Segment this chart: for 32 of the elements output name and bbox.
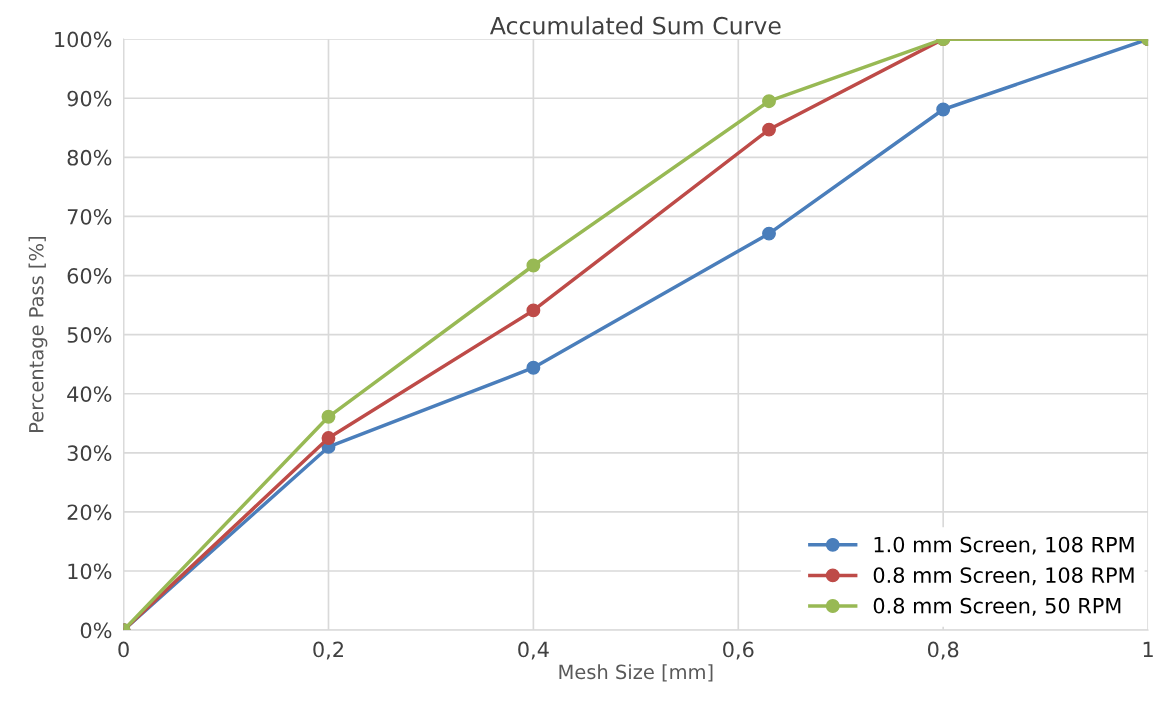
y-axis-title: Percentage Pass [%] bbox=[28, 237, 48, 432]
point bbox=[762, 122, 776, 137]
legend-label: 0.8 mm Screen, 108 RPM bbox=[873, 567, 1134, 586]
y-tick-label: 90% bbox=[67, 90, 112, 107]
chart-title: Accumulated Sum Curve bbox=[489, 16, 781, 35]
point bbox=[762, 226, 776, 241]
y-tick-label: 70% bbox=[67, 208, 112, 225]
point bbox=[526, 360, 541, 375]
y-tick-label: 60% bbox=[67, 268, 112, 284]
point bbox=[762, 94, 776, 109]
x-tick-label: 0 bbox=[118, 641, 129, 658]
point bbox=[936, 102, 951, 117]
x-tick-label: 0,2 bbox=[313, 641, 343, 660]
x-tick-label: 0,4 bbox=[518, 641, 549, 660]
point bbox=[321, 409, 336, 424]
y-tick-label: 0% bbox=[80, 622, 112, 639]
x-tick-label: 0,8 bbox=[927, 641, 959, 660]
x-tick-label: 1 bbox=[1143, 641, 1153, 658]
x-tick-label: 0,6 bbox=[723, 641, 754, 660]
legend-label: 1.0 mm Screen, 108 RPM bbox=[874, 536, 1134, 555]
y-tick-label: 40% bbox=[67, 386, 112, 402]
y-tick-label: 20% bbox=[67, 504, 112, 521]
point bbox=[526, 303, 541, 318]
y-tick-label: 30% bbox=[67, 445, 112, 462]
point bbox=[321, 431, 336, 446]
legend-label: 0.8 mm Screen, 50 RPM bbox=[873, 597, 1121, 616]
y-tick-label: 100% bbox=[55, 31, 112, 48]
y-tick-label: 10% bbox=[68, 563, 112, 580]
y-tick-label: 50% bbox=[67, 327, 112, 343]
point bbox=[526, 258, 541, 273]
x-axis-title: Mesh Size [mm] bbox=[559, 664, 713, 682]
y-tick-label: 80% bbox=[67, 149, 112, 166]
